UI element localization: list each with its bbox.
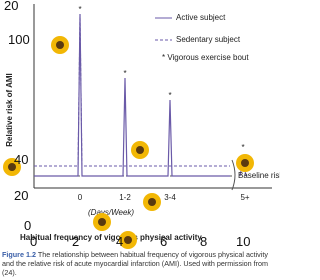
caption-label: Figure 1.2 [2,250,36,259]
star: * [168,91,171,100]
x-axis-title: Habitual frequency of vigorous physical … [20,233,202,242]
overlay-x-tick: 10 [236,234,250,249]
overlay-x-tick: 2 [72,234,79,249]
x-axis-unit: (Days/Week) [88,208,134,217]
overlay-y-tick: 20 [14,188,28,203]
overlay-y-tick: 20 [4,0,18,13]
y-axis-label: Relative risk of AMI [5,73,14,147]
overlay-x-tick: 4 [116,234,123,249]
figure: Relative risk of AMI Baseline risk * * *… [3,0,280,249]
sedentary-line [34,13,230,167]
category-label: 3-4 [164,193,176,202]
category-label: 1-2 [119,193,131,202]
star: * [78,5,81,14]
bracket [231,159,236,191]
legend-label: Sedentary subject [176,35,241,44]
category-label: 0 [78,193,83,202]
caption-text: The relationship between habitual freque… [2,250,269,277]
overlay-y-tick: 0 [24,218,31,233]
overlay-y-tick: 40 [14,152,28,167]
overlay-y-tick: 100 [8,32,30,47]
star: * [241,143,244,152]
legend-label: Active subject [176,13,226,22]
category-label: 5+ [240,193,249,202]
overlay-x-tick: 6 [160,234,167,249]
legend-label: * Vigorous exercise bout [162,53,249,62]
sunflowers [3,36,254,249]
caption: Figure 1.2 The relationship between habi… [2,250,278,277]
baseline-label: Baseline risk [238,171,280,180]
page: Relative risk of AMI Baseline risk * * *… [2,0,280,277]
overlay-x-tick: 0 [30,234,37,249]
star: * [123,69,126,78]
overlay-x-tick: 8 [200,234,207,249]
legend [150,8,272,60]
